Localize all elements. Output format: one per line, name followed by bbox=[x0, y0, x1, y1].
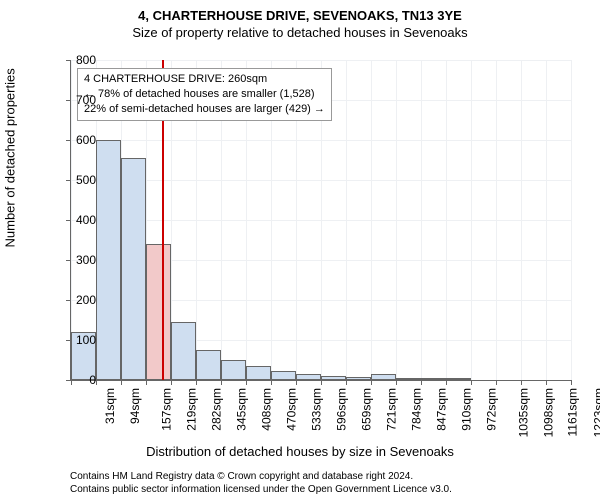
gridline-v bbox=[496, 60, 497, 380]
info-line: 22% of semi-detached houses are larger (… bbox=[84, 102, 325, 117]
footer-line: Contains public sector information licen… bbox=[70, 483, 452, 496]
xtick-label: 94sqm bbox=[128, 388, 142, 424]
xtick-label: 1223sqm bbox=[591, 388, 600, 437]
ytick-label: 300 bbox=[46, 253, 96, 267]
histogram-bar bbox=[196, 350, 221, 380]
xtick-mark bbox=[446, 380, 447, 385]
xtick-label: 596sqm bbox=[335, 388, 349, 431]
histogram-bar bbox=[396, 378, 421, 380]
xtick-label: 533sqm bbox=[310, 388, 324, 431]
gridline-v bbox=[421, 60, 422, 380]
xtick-label: 470sqm bbox=[285, 388, 299, 431]
xtick-mark bbox=[296, 380, 297, 385]
y-axis-label: Number of detached properties bbox=[3, 208, 18, 248]
ytick-label: 100 bbox=[46, 333, 96, 347]
xtick-mark bbox=[471, 380, 472, 385]
gridline-v bbox=[446, 60, 447, 380]
xtick-label: 972sqm bbox=[485, 388, 499, 431]
ytick-label: 200 bbox=[46, 293, 96, 307]
xtick-mark bbox=[96, 380, 97, 385]
xtick-label: 1035sqm bbox=[516, 388, 530, 437]
histogram-bar bbox=[96, 140, 121, 380]
xtick-label: 910sqm bbox=[460, 388, 474, 431]
histogram-bar bbox=[346, 377, 371, 380]
chart-title: 4, CHARTERHOUSE DRIVE, SEVENOAKS, TN13 3… bbox=[0, 0, 600, 23]
xtick-label: 1098sqm bbox=[541, 388, 555, 437]
info-box: 4 CHARTERHOUSE DRIVE: 260sqm ← 78% of de… bbox=[77, 68, 332, 121]
gridline-v bbox=[471, 60, 472, 380]
chart-container: 4, CHARTERHOUSE DRIVE, SEVENOAKS, TN13 3… bbox=[0, 0, 600, 500]
ytick-label: 800 bbox=[46, 53, 96, 67]
histogram-bar bbox=[321, 376, 346, 380]
xtick-label: 847sqm bbox=[435, 388, 449, 431]
xtick-mark bbox=[121, 380, 122, 385]
xtick-mark bbox=[396, 380, 397, 385]
gridline-v bbox=[371, 60, 372, 380]
chart-subtitle: Size of property relative to detached ho… bbox=[0, 23, 600, 40]
x-axis-label: Distribution of detached houses by size … bbox=[0, 444, 600, 459]
info-line: ← 78% of detached houses are smaller (1,… bbox=[84, 87, 325, 102]
xtick-label: 784sqm bbox=[410, 388, 424, 431]
xtick-label: 659sqm bbox=[360, 388, 374, 431]
histogram-bar bbox=[171, 322, 196, 380]
histogram-bar bbox=[246, 366, 271, 380]
footer-line: Contains HM Land Registry data © Crown c… bbox=[70, 470, 452, 483]
gridline-v bbox=[346, 60, 347, 380]
footer: Contains HM Land Registry data © Crown c… bbox=[70, 470, 452, 496]
ytick-label: 400 bbox=[46, 213, 96, 227]
histogram-bar bbox=[146, 244, 171, 380]
xtick-label: 721sqm bbox=[385, 388, 399, 431]
xtick-mark bbox=[371, 380, 372, 385]
xtick-mark bbox=[571, 380, 572, 385]
xtick-mark bbox=[196, 380, 197, 385]
xtick-mark bbox=[246, 380, 247, 385]
xtick-label: 282sqm bbox=[210, 388, 224, 431]
xtick-mark bbox=[496, 380, 497, 385]
histogram-bar bbox=[421, 378, 446, 380]
plot-area: 4 CHARTERHOUSE DRIVE: 260sqm ← 78% of de… bbox=[70, 60, 571, 381]
histogram-bar bbox=[221, 360, 246, 380]
ytick-label: 0 bbox=[46, 373, 96, 387]
histogram-bar bbox=[371, 374, 396, 380]
xtick-label: 408sqm bbox=[260, 388, 274, 431]
xtick-label: 157sqm bbox=[160, 388, 174, 431]
histogram-bar bbox=[446, 378, 471, 380]
xtick-label: 31sqm bbox=[103, 388, 117, 424]
histogram-bar bbox=[121, 158, 146, 380]
xtick-mark bbox=[346, 380, 347, 385]
xtick-label: 345sqm bbox=[235, 388, 249, 431]
ytick-label: 700 bbox=[46, 93, 96, 107]
xtick-mark bbox=[271, 380, 272, 385]
xtick-mark bbox=[171, 380, 172, 385]
xtick-mark bbox=[321, 380, 322, 385]
info-line: 4 CHARTERHOUSE DRIVE: 260sqm bbox=[84, 72, 325, 87]
gridline-v bbox=[521, 60, 522, 380]
xtick-mark bbox=[546, 380, 547, 385]
ytick-label: 500 bbox=[46, 173, 96, 187]
gridline-v bbox=[571, 60, 572, 380]
xtick-label: 1161sqm bbox=[566, 388, 580, 436]
gridline-v bbox=[396, 60, 397, 380]
gridline-v bbox=[546, 60, 547, 380]
histogram-bar bbox=[271, 371, 296, 380]
xtick-label: 219sqm bbox=[185, 388, 199, 431]
xtick-mark bbox=[521, 380, 522, 385]
xtick-mark bbox=[421, 380, 422, 385]
histogram-bar bbox=[296, 374, 321, 380]
xtick-mark bbox=[221, 380, 222, 385]
xtick-mark bbox=[146, 380, 147, 385]
ytick-label: 600 bbox=[46, 133, 96, 147]
